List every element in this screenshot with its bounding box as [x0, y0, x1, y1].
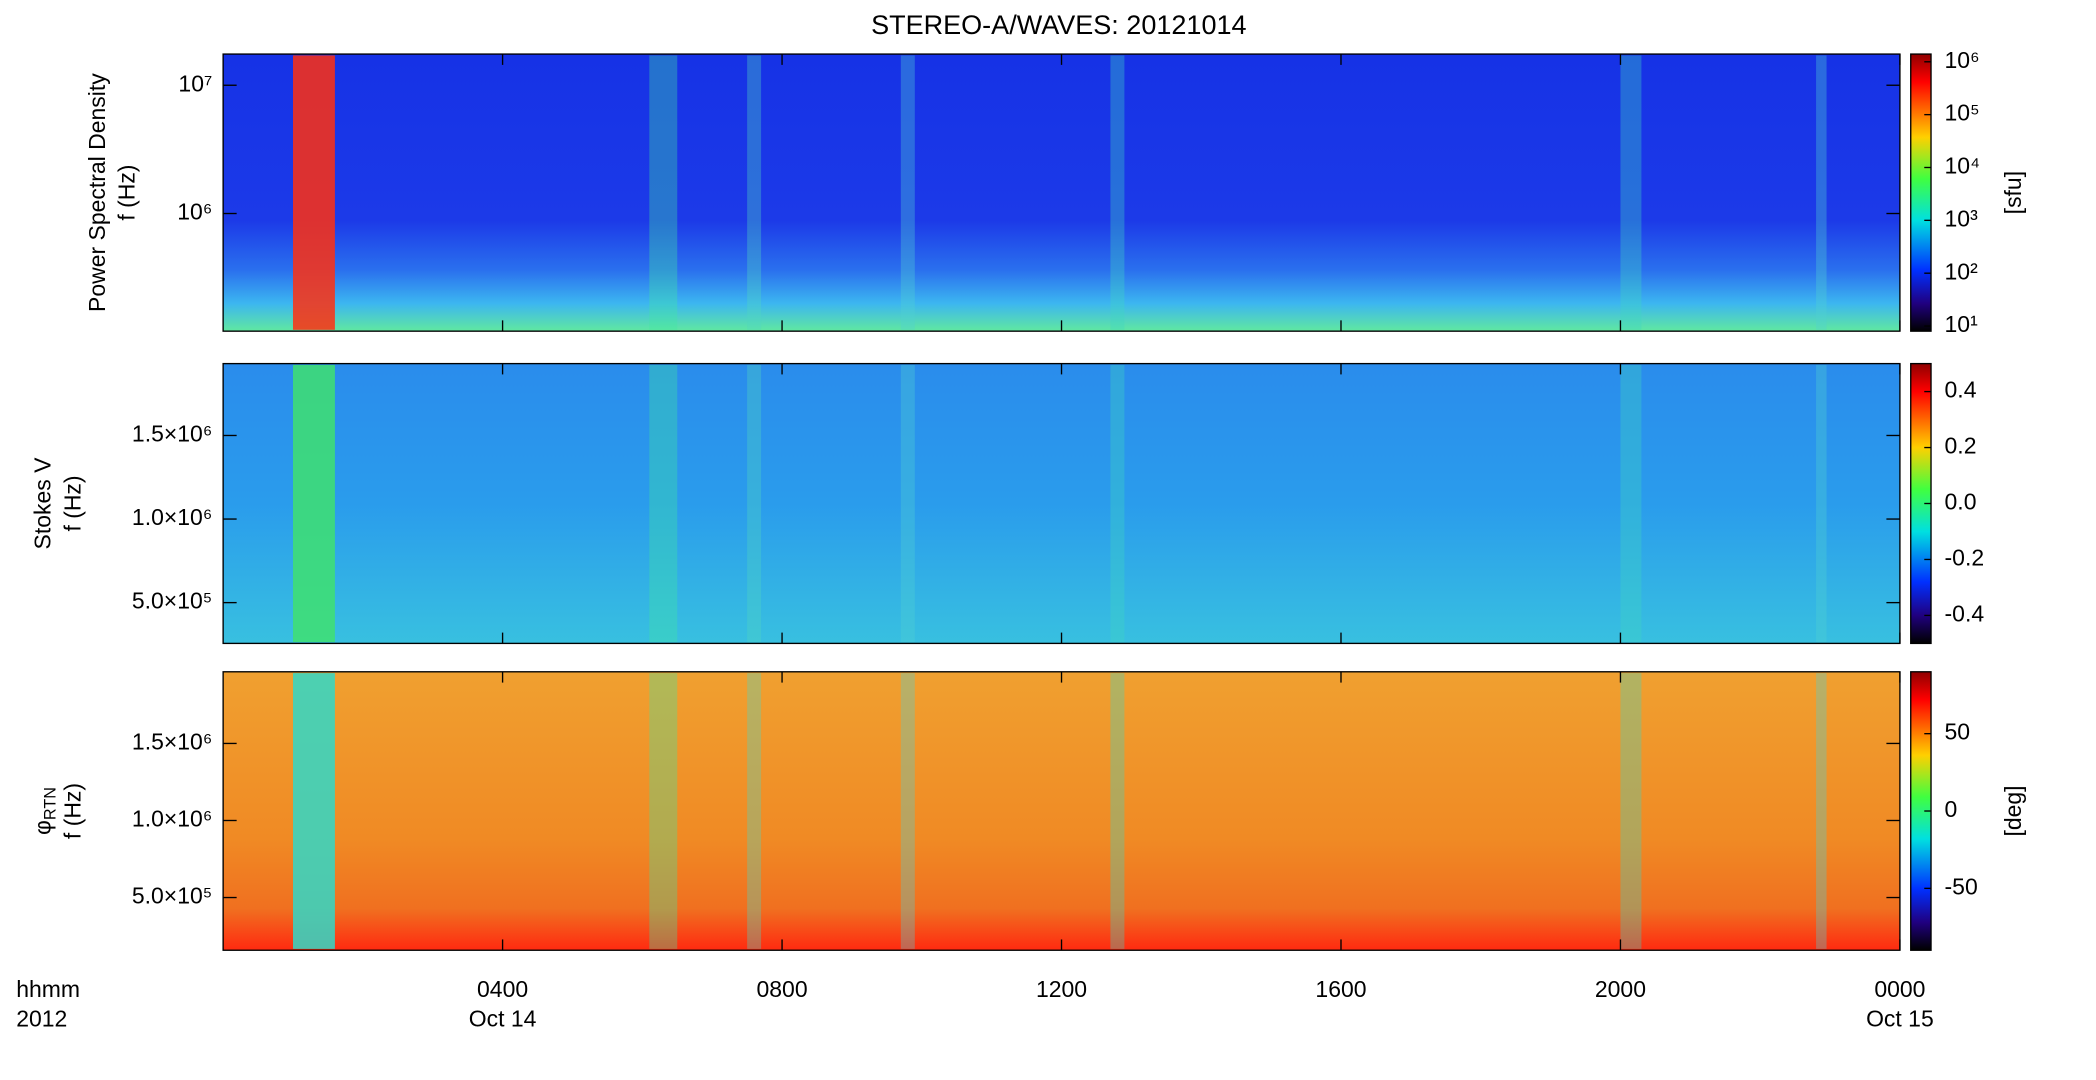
- chart-title: STEREO-A/WAVES: 20121014: [871, 10, 1246, 40]
- y-tick-label: 10⁶: [177, 199, 212, 225]
- y-tick-label: 5.0×10⁵: [132, 588, 212, 614]
- colorbar-tick-label: 0: [1945, 796, 1958, 822]
- burst: [747, 673, 762, 949]
- burst: [292, 673, 335, 949]
- y-axis-label: f (Hz): [59, 783, 85, 839]
- spectrogram: [223, 54, 1900, 332]
- x-tick-label: 1600: [1315, 976, 1366, 1002]
- burst: [649, 55, 678, 330]
- burst: [1110, 673, 1125, 949]
- y-axis-label: Stokes V: [30, 457, 56, 550]
- burst: [747, 364, 762, 643]
- y-axis-label: φRTN: [30, 787, 60, 835]
- y-tick-label: 1.5×10⁶: [132, 729, 212, 755]
- x-tick-label: 2000: [1595, 976, 1646, 1002]
- y-tick-label: 1.0×10⁶: [132, 806, 212, 832]
- y-tick-label: 1.0×10⁶: [132, 504, 212, 530]
- colorbar-tick-label: 10⁵: [1945, 100, 1980, 126]
- burst: [1816, 364, 1827, 643]
- x-tick-label: 0000: [1874, 976, 1925, 1002]
- y-axis-label: f (Hz): [114, 165, 140, 221]
- burst: [1816, 673, 1827, 949]
- spectrogram: [223, 363, 1900, 644]
- colorbar-tick-label: 10⁶: [1945, 47, 1980, 73]
- burst: [1816, 55, 1827, 330]
- x-tick-label: 1200: [1036, 976, 1087, 1002]
- colorbar-tick-label: -0.2: [1945, 545, 1985, 571]
- burst: [1620, 673, 1642, 949]
- colorbar-tick-label: 10²: [1945, 258, 1979, 284]
- colorbar-label: [sfu]: [2000, 171, 2026, 214]
- burst: [649, 673, 678, 949]
- x-axis-label: 2012: [16, 1006, 67, 1032]
- x-tick-label: 0800: [756, 976, 807, 1002]
- burst: [292, 364, 335, 643]
- colorbar-tick-label: -0.4: [1945, 601, 1985, 627]
- colorbar-tick-label: 0.0: [1945, 489, 1977, 515]
- colorbar-label: [deg]: [2000, 785, 2026, 836]
- colorbar-tick-label: 10¹: [1945, 311, 1979, 337]
- burst: [292, 55, 335, 330]
- y-axis-label: Power Spectral Density: [84, 73, 110, 312]
- burst: [1620, 55, 1642, 330]
- colorbar-tick-label: 0.4: [1945, 377, 1977, 403]
- x-tick-label: 0400: [477, 976, 528, 1002]
- y-tick-label: 1.5×10⁶: [132, 421, 212, 447]
- colorbar-tick-label: 10⁴: [1945, 153, 1980, 179]
- y-axis-label-subscript: RTN: [42, 787, 60, 820]
- burst: [900, 364, 915, 643]
- burst: [1110, 55, 1125, 330]
- y-tick-label: 10⁷: [178, 70, 212, 96]
- colorbar-tick-label: 0.2: [1945, 433, 1977, 459]
- burst: [900, 673, 915, 949]
- x-axis-label: hhmm: [16, 976, 80, 1002]
- spectrogram: [223, 671, 1900, 951]
- x-date-label: Oct 14: [469, 1006, 537, 1032]
- burst: [1110, 364, 1125, 643]
- y-axis-label-symbol: φ: [30, 820, 56, 835]
- colorbar-tick-label: -50: [1945, 873, 1978, 899]
- burst: [649, 364, 678, 643]
- colorbar: [1910, 53, 1932, 332]
- burst: [900, 55, 915, 330]
- colorbar-tick-label: 50: [1945, 719, 1971, 745]
- y-tick-label: 5.0×10⁵: [132, 883, 212, 909]
- burst: [1620, 364, 1642, 643]
- burst: [747, 55, 762, 330]
- colorbar-tick-label: 10³: [1945, 205, 1979, 231]
- y-axis-label: f (Hz): [59, 475, 85, 531]
- x-date-label: Oct 15: [1866, 1006, 1934, 1032]
